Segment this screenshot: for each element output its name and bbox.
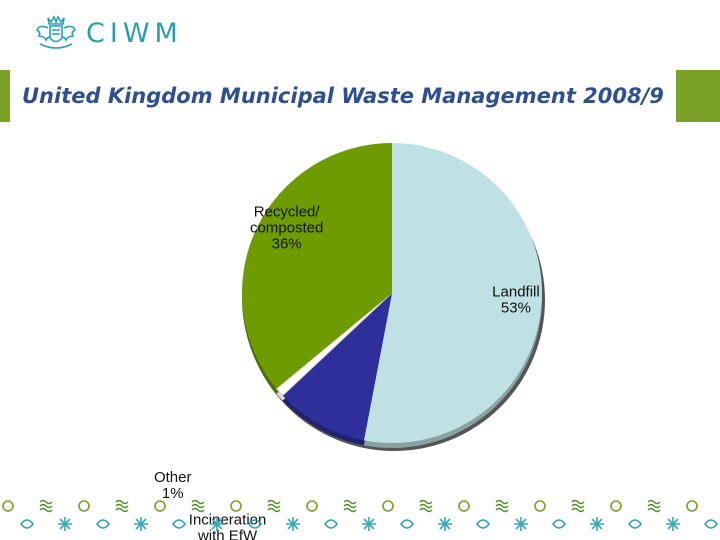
footer-motif-icon <box>514 517 528 531</box>
slice-label: composted <box>250 220 323 237</box>
footer-motif-icon <box>419 499 433 513</box>
footer-motif-icon <box>191 499 205 513</box>
slice-label: with EfW <box>197 527 258 540</box>
footer-motif-icon <box>666 517 680 531</box>
footer-motif-icon <box>362 517 376 531</box>
pie-slice <box>282 293 392 441</box>
footer-motif-icon <box>19 519 35 529</box>
footer-motif-icon <box>686 500 698 512</box>
footer-motif-icon <box>78 500 90 512</box>
footer-motif-icon <box>590 517 604 531</box>
footer-motif-icon <box>306 500 318 512</box>
footer-motif-icon <box>134 517 148 531</box>
footer-motif-icon <box>95 519 111 529</box>
footer-motif-icon <box>210 517 224 531</box>
crest-icon <box>35 15 77 49</box>
footer-motif-icon <box>382 500 394 512</box>
slice-label: 53% <box>501 300 531 317</box>
title-box: United Kingdom Municipal Waste Managemen… <box>10 70 676 122</box>
footer-motif-icon <box>647 499 661 513</box>
pie-slice <box>363 143 543 443</box>
footer-motif-icon <box>247 519 263 529</box>
footer-motif-icon <box>438 517 452 531</box>
footer-motif-icon <box>286 517 300 531</box>
footer-motif-icon <box>58 517 72 531</box>
title-band: United Kingdom Municipal Waste Managemen… <box>0 70 720 122</box>
footer-motif-icon <box>154 500 166 512</box>
slice-label: Other <box>154 469 192 486</box>
footer-motif-icon <box>399 519 415 529</box>
pie-slice <box>241 143 392 389</box>
slice-label: Recycled/ <box>254 204 321 221</box>
footer-motif-icon <box>495 499 509 513</box>
footer-motif-icon <box>343 499 357 513</box>
footer-motif-icon <box>458 500 470 512</box>
slice-label: Landfill <box>492 284 540 301</box>
footer-motif-icon <box>627 519 643 529</box>
footer-motif-icon <box>703 519 719 529</box>
footer-motif-icon <box>571 499 585 513</box>
footer-motif-icon <box>115 499 129 513</box>
footer-motif-icon <box>475 519 491 529</box>
footer-motif-icon <box>534 500 546 512</box>
footer-motif-icon <box>230 500 242 512</box>
slice-label: 36% <box>272 236 302 253</box>
pie-slice <box>275 292 393 397</box>
footer-motif-icon <box>323 519 339 529</box>
ciwm-logo: CIWM <box>34 14 183 52</box>
footer-motif-icon <box>2 500 14 512</box>
footer-motif-icon <box>267 499 281 513</box>
footer-motif-icon <box>39 499 53 513</box>
footer-motif-icon <box>610 500 622 512</box>
slice-label: Incineration <box>189 511 267 528</box>
slice-label: 1% <box>162 485 184 502</box>
decorative-footer <box>2 499 719 531</box>
footer-motif-icon <box>171 519 187 529</box>
page-title: United Kingdom Municipal Waste Managemen… <box>22 84 664 108</box>
logo-text: CIWM <box>86 17 183 49</box>
footer-motif-icon <box>551 519 567 529</box>
